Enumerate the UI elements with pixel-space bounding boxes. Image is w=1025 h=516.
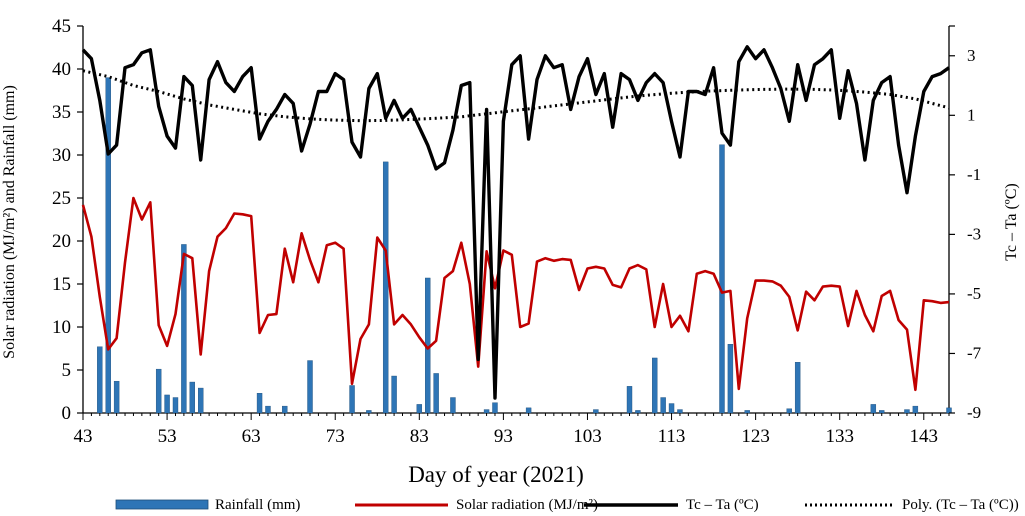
x-tick-label: 133 [825,426,854,447]
rainfall-bar [870,404,877,414]
rainfall-bar [677,409,683,414]
rainfall-bar [105,77,111,414]
tc-ta-line [81,45,950,400]
rainfall-bar [879,410,885,414]
axes: 0 5 10 15 20 25 30 35 40 45 -9 -7 -5 -3 -1 1 3 43 53 63 73 83… [52,16,982,447]
rainfall-bar [391,375,397,414]
rainfall-bar [433,373,439,414]
y-left-tick-label: 45 [52,16,71,37]
rainfall-bar [256,393,263,414]
y-axis-right-title: Tc – Ta (ºC) [1003,183,1020,261]
x-tick-label: 143 [910,426,939,447]
y-left-tick-label: 0 [62,403,72,424]
rainfall-bar [113,380,120,414]
y-left-tick-label: 5 [62,360,72,381]
rainfall-bar [727,344,734,414]
rainfall-bar [946,407,952,414]
rainfall-bar [744,410,750,414]
rainfall-bar [189,381,196,414]
y-left-tick-label: 15 [52,274,71,295]
rainfall-bar [593,409,599,414]
x-axis-title: Day of year (2021) [408,462,584,487]
y-left-tick-label: 40 [52,59,71,80]
rainfall-bar [660,397,666,414]
x-tick-label: 93 [494,426,513,447]
rainfall-bar [265,405,271,414]
y-left-tick-label: 20 [52,231,71,252]
tc-ta-trendline [82,69,950,123]
rainfall-bar [912,405,919,414]
y-right-tick-label: 3 [967,46,976,65]
tc-ta-line-group [81,45,950,400]
rainfall-bar [198,387,204,414]
x-tick-label: 73 [326,426,345,447]
y-right-tick-label: 1 [967,105,976,124]
rainfall-bar [719,144,725,414]
y-left-tick-label: 30 [52,145,71,166]
y-left-tick-label: 10 [52,317,71,338]
rainfall-bar [626,386,633,414]
legend-label-rainfall: Rainfall (mm) [215,497,300,513]
y-right-tick-label: -1 [967,165,981,184]
y-axis-left-title: Solar radiation (MJ/m²) and Rainfall (mm… [1,85,18,359]
rainfall-bar [282,405,288,414]
x-tick-label: 63 [242,426,261,447]
legend: Rainfall (mm) Solar radiation (MJ/m²) Tc… [115,497,1019,513]
solar-radiation-line [81,196,950,392]
rainfall-bar [652,357,658,414]
y-right-tick-label: -5 [967,284,981,303]
rainfall-bar [904,409,910,414]
y-left-tick-label: 25 [52,188,71,209]
rainfall-bar [492,402,498,414]
rainfall-bar [668,403,675,414]
y-right-tick-label: -9 [967,403,981,422]
x-tick-label: 83 [410,426,429,447]
x-tick-label: 123 [741,426,770,447]
legend-label-tcta: Tc – Ta (ºC) [686,497,759,513]
legend-swatch-rainfall [115,499,209,510]
x-tick-label: 53 [158,426,177,447]
rainfall-bar [635,410,641,414]
y-right-tick-label: -7 [967,343,982,362]
x-tick-label: 113 [658,426,686,447]
rainfall-bar [172,397,179,414]
rainfall-bar [155,368,162,414]
rainfall-bar [349,385,355,414]
plot-frame [82,26,950,414]
legend-label-trend: Poly. (Tc – Ta (ºC)) [902,497,1019,513]
y-right-tick-label: -3 [967,224,981,243]
rainfall-bar [416,404,423,414]
rainfall-bar [483,409,490,414]
y-left-tick-label: 35 [52,102,71,123]
trend-line-group [82,69,950,123]
rainfall-bar [382,161,389,414]
x-tick-label: 103 [573,426,602,447]
rainfall-bar [525,407,532,414]
rainfall-bar [164,394,170,414]
rainfall-bar [366,410,372,414]
rainfall-bars [97,77,952,414]
rainfall-bar [794,362,801,414]
rainfall-bar [307,360,313,414]
x-tick-label: 43 [74,426,93,447]
legend-label-solar: Solar radiation (MJ/m²) [456,497,598,513]
solar-radiation-line-group [81,196,950,392]
rainfall-bar [450,397,456,414]
rainfall-bar [786,408,792,414]
rainfall-bar [97,346,103,414]
